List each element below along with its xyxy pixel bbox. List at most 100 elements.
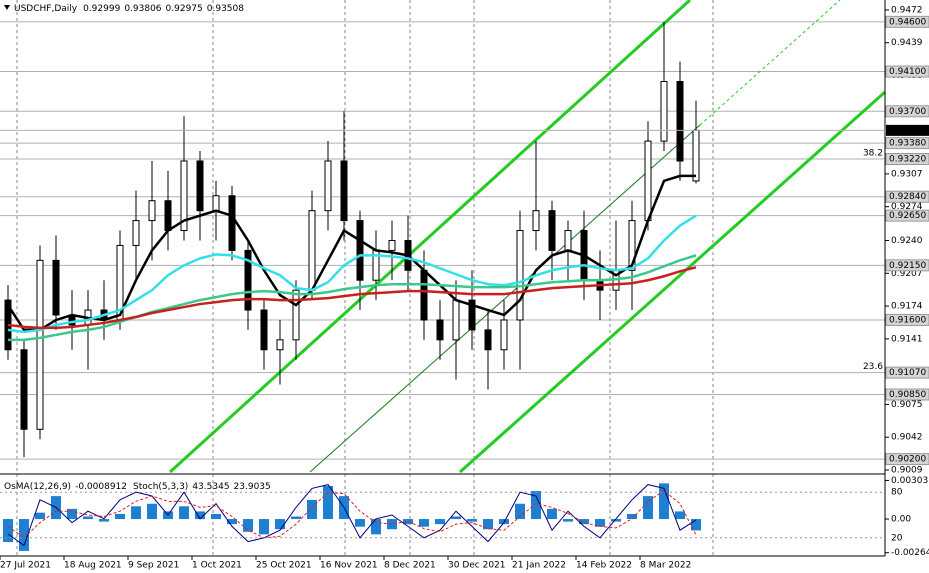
candle-body [676, 80, 684, 162]
level-label-box [885, 190, 929, 203]
osma-bar [579, 519, 589, 525]
candle-body [484, 329, 492, 351]
osma-title: OsMA(12,26,9) [4, 482, 71, 492]
moving-average [8, 254, 697, 342]
channel-line [459, 90, 886, 474]
osma-bar [259, 519, 269, 535]
current-price-box [886, 124, 929, 136]
level-label-box [885, 105, 929, 118]
osma-bar [611, 519, 621, 522]
osma-bar [3, 519, 13, 542]
high: 0.93806 [124, 4, 161, 14]
osma-bar [115, 513, 125, 520]
osma-bar [19, 519, 29, 551]
menu-triangle[interactable] [4, 5, 10, 10]
osma-bar [323, 485, 333, 520]
y-tick-label: 0.9274 [891, 202, 923, 212]
y-tick-label: 0.00 [891, 515, 911, 525]
stoch-line [7, 484, 697, 547]
level-label: 0.91070 [889, 368, 926, 378]
level-label: 0.94100 [889, 67, 926, 77]
osma-bar [515, 503, 525, 520]
x-tick-label: 1 Oct 2021 [192, 561, 242, 571]
candle-body [132, 220, 140, 246]
candle-body [468, 299, 476, 331]
y-tick-label: 0.9307 [891, 169, 923, 179]
candle-body [548, 210, 556, 251]
candle-body [292, 289, 300, 341]
x-tick-label: 18 Aug 2021 [64, 561, 122, 571]
candle-body [52, 259, 60, 316]
level-label: 0.92840 [889, 192, 926, 202]
y-tick-label: 0.9240 [891, 236, 923, 246]
osma-value: -0.0008912 [75, 482, 127, 492]
vertical-separators [16, 0, 714, 556]
y-tick-label: 0.9141 [891, 334, 923, 344]
osma-bar [355, 519, 365, 527]
y-tick-label: 0.9207 [891, 269, 923, 279]
candle-body [180, 160, 188, 232]
level-label: 0.93700 [889, 107, 926, 117]
y-tick-label: 0.9042 [891, 433, 923, 443]
osma-bar [563, 519, 573, 522]
osma-bar [451, 516, 461, 520]
candle-body [164, 200, 172, 232]
candle-body [356, 220, 364, 281]
osma-bar [243, 519, 253, 532]
indicator-header: OsMA(12,26,9) -0.0008912 Stoch(5,3,3) 43.53… [4, 482, 271, 492]
symbol: USDCHF,Daily [14, 4, 78, 14]
candle-body [212, 195, 220, 212]
osma-bar [211, 513, 221, 520]
osma-bar [627, 513, 637, 520]
level-label: 0.93220 [889, 154, 926, 164]
candle-body [628, 220, 636, 271]
candle-body [20, 349, 28, 430]
level-label-box [885, 15, 929, 28]
y-tick-label: 0.9075 [891, 400, 923, 410]
x-tick-label: 8 Mar 2022 [640, 561, 691, 571]
level-label-box [885, 453, 929, 466]
y-tick-label: 0.9439 [891, 38, 923, 48]
osma-bar [275, 519, 285, 530]
stoch-signal: 23.9035 [234, 482, 271, 492]
osma-bar [195, 511, 205, 520]
stoch-line [7, 490, 697, 539]
osma-bar [83, 516, 93, 520]
level-label-box [885, 259, 929, 272]
low: 0.92975 [166, 4, 203, 14]
osma-bar [35, 512, 45, 520]
candle-body [196, 160, 204, 212]
moving-average [7, 266, 697, 330]
channel-mid [309, 124, 701, 473]
osma-bar [67, 508, 77, 520]
channel-line [168, 0, 692, 474]
close: 0.93508 [207, 4, 244, 14]
open: 0.92999 [83, 4, 120, 14]
level-label-box [885, 366, 929, 379]
candle-body [308, 210, 316, 291]
candle-body [564, 230, 572, 251]
x-tick-label: 8 Dec 2021 [384, 561, 436, 571]
level-label-box [885, 313, 929, 326]
osma-bar [227, 519, 237, 525]
current-price-label: 0.93508 [889, 126, 926, 136]
candle-body [516, 230, 524, 321]
candle-body [420, 269, 428, 321]
candle-body [148, 200, 156, 222]
osma-bar [131, 506, 141, 520]
stoch-main: 43.5345 [192, 482, 229, 492]
osma-bar [403, 519, 413, 525]
level-label-box [885, 388, 929, 401]
level-label-box [885, 65, 929, 78]
y-tick-label: 0.9174 [891, 302, 923, 312]
osma-bar [643, 496, 653, 520]
x-tick-label: 14 Feb 2022 [576, 561, 632, 571]
level-label: 0.92150 [889, 261, 926, 271]
candle-body [644, 140, 652, 222]
osma-bar [595, 519, 605, 527]
moving-average [7, 214, 697, 334]
x-tick-label: 9 Sep 2021 [128, 561, 179, 571]
candle-body [692, 129, 700, 182]
candle-body [260, 309, 268, 351]
osma-bar [547, 508, 557, 520]
